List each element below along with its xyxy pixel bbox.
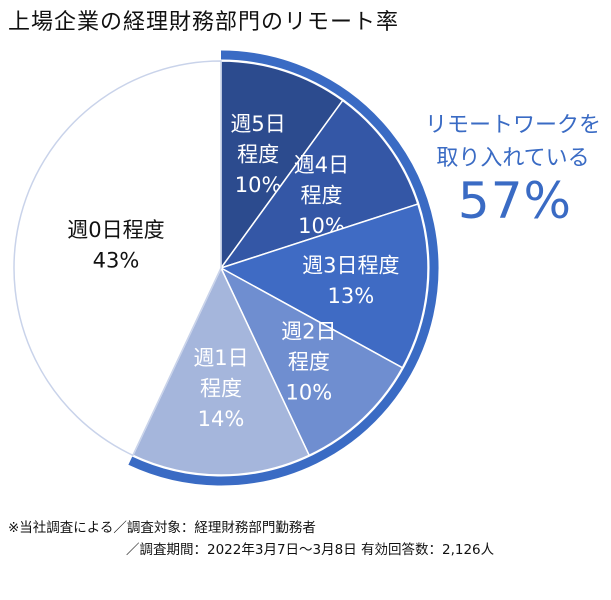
slice-label-5: 週0日程度 43% [67, 218, 164, 272]
slice-label-line: 週2日 [281, 320, 336, 344]
pie-slice-1 [219, 99, 419, 270]
slice-label-line: 週5日 [230, 112, 285, 136]
footnote-line-2: ／調査期間：2022年3月7日～3月8日 有効回答数：2,126人 [126, 542, 495, 558]
slice-label-3: 週2日程度 10% [281, 320, 336, 405]
slice-label-line: 程度 [288, 350, 330, 374]
remote-highlight-arc [128, 50, 439, 486]
slice-label-line: 程度 [200, 377, 242, 401]
slice-label-1: 週4日程度 10% [294, 153, 349, 238]
callout-line-2: 取り入れている [436, 146, 590, 171]
callout-percent: 57% [457, 172, 573, 230]
slice-label-line: 13% [327, 284, 374, 308]
slice-label-line: 週3日程度 [302, 254, 399, 278]
slice-label-line: 程度 [300, 184, 342, 208]
slice-label-line: 週4日 [294, 153, 349, 177]
pie-slice-5 [13, 60, 222, 457]
slice-label-line: 10% [286, 381, 333, 405]
footnote-line-1: ※当社調査による／調査対象：経理財務部門勤務者 [8, 520, 316, 536]
slice-label-line: 43% [93, 248, 140, 272]
slice-label-line: 週1日 [193, 346, 248, 370]
slice-label-line: 程度 [237, 142, 279, 166]
slice-label-line: 10% [235, 173, 282, 197]
pie-slice-2 [219, 203, 429, 369]
slice-label-4: 週1日程度 14% [193, 346, 248, 431]
pie-slice-0 [220, 60, 344, 271]
slice-label-line: 14% [198, 407, 245, 431]
slice-label-0: 週5日程度 10% [230, 112, 285, 197]
pie-slice-3 [219, 266, 404, 457]
slice-label-line: 週0日程度 [67, 218, 164, 242]
chart-title: 上場企業の経理財務部門のリモート率 [8, 10, 400, 35]
pie-slice-4 [131, 266, 311, 476]
callout-line-1: リモートワークを [424, 113, 601, 138]
slice-label-2: 週3日程度 13% [302, 254, 399, 308]
